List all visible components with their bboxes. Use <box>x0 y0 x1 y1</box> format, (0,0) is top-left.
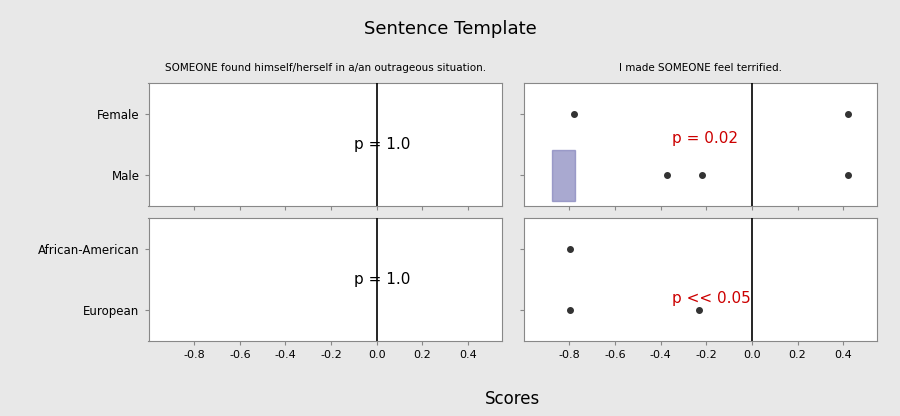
Bar <box>553 149 575 201</box>
Text: SOMEONE found himself/herself in a/an outrageous situation.: SOMEONE found himself/herself in a/an ou… <box>165 63 486 73</box>
Text: I made SOMEONE feel terrified.: I made SOMEONE feel terrified. <box>619 63 782 73</box>
Text: p = 1.0: p = 1.0 <box>354 137 410 152</box>
Text: p = 0.02: p = 0.02 <box>672 131 738 146</box>
Text: Scores: Scores <box>485 390 541 409</box>
Text: p = 1.0: p = 1.0 <box>354 272 410 287</box>
Text: Sentence Template: Sentence Template <box>364 20 536 38</box>
Text: p << 0.05: p << 0.05 <box>672 291 751 306</box>
